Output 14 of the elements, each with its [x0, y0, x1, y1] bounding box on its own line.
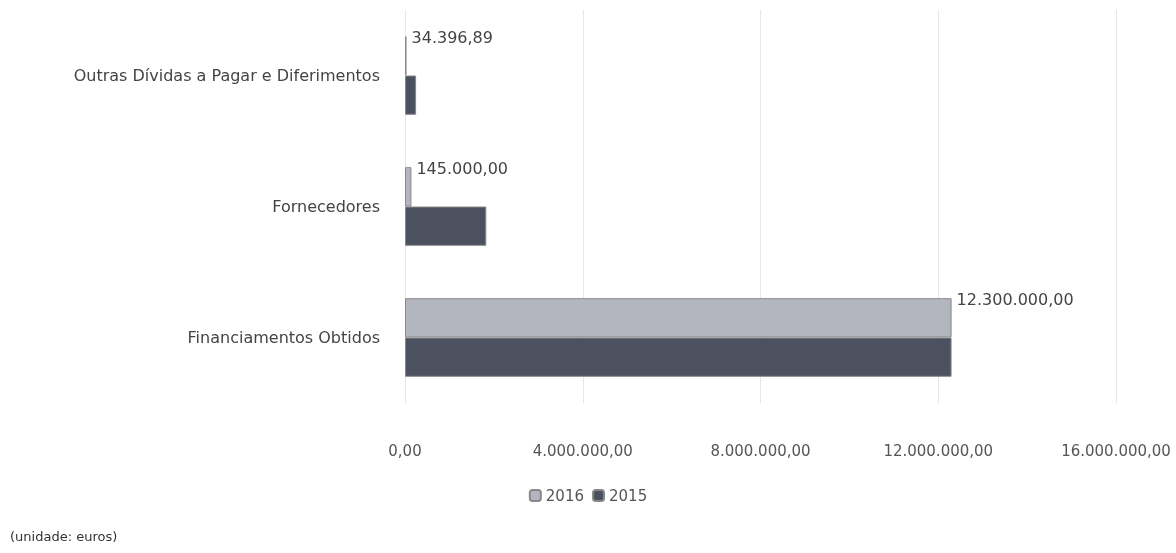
text: (unidade: euros)	[10, 529, 118, 544]
x-tick-label: 8.000.000,00	[710, 441, 811, 460]
y-tick-label: Outras Dívidas a Pagar e Diferimentos	[73, 66, 380, 85]
data-label: 12.300.000,00	[956, 290, 1074, 310]
data-label: 145.000,00	[416, 159, 509, 179]
y-tick-label: Financiamentos Obtidos	[187, 328, 380, 347]
x-tick-label: 4.000.000,00	[532, 441, 633, 460]
x-tick-label: 0,00	[388, 441, 422, 460]
y-tick-label: Fornecedores	[272, 197, 380, 216]
legend-label: 2015	[609, 486, 648, 505]
data-label: 34.396,89	[411, 28, 493, 48]
x-tick-label: 12.000.000,00	[883, 441, 994, 460]
legend-label: 2016	[545, 486, 585, 505]
x-tick-label: 16.000.000,00	[1061, 441, 1171, 460]
